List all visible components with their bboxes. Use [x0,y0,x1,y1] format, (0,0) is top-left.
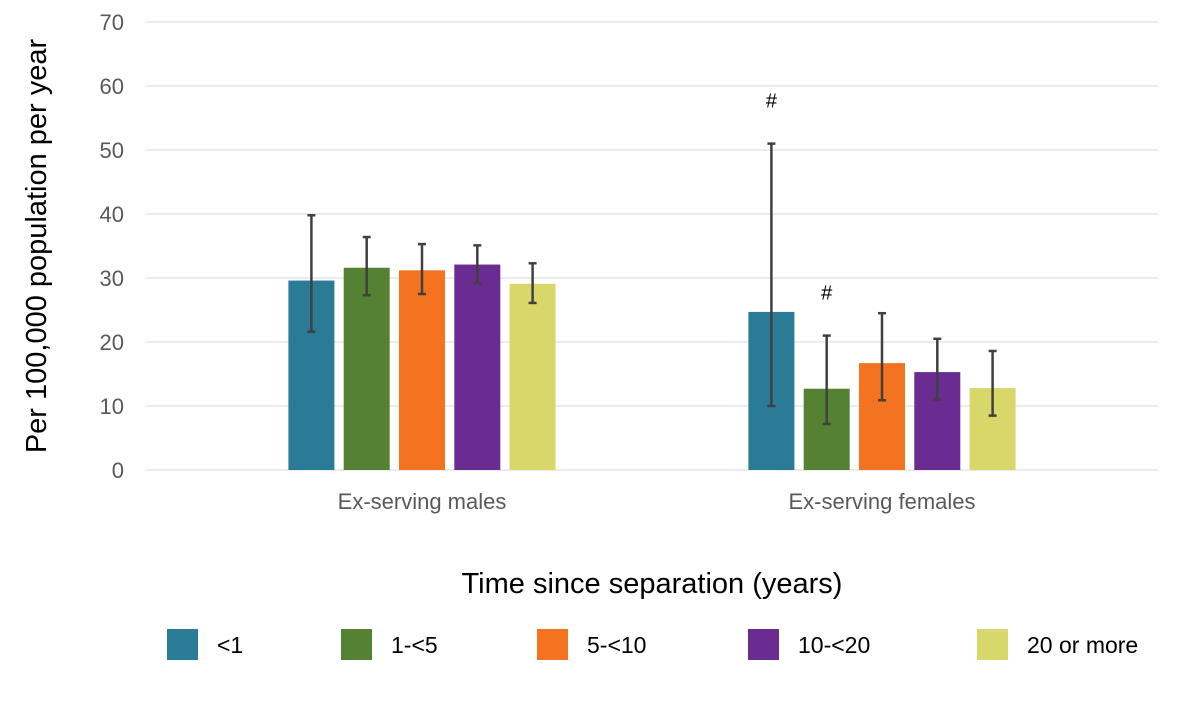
error-bar [767,142,776,408]
y-tick-label: 50 [100,138,124,163]
legend-item: 10-<20 [748,629,870,660]
legend-label: <1 [217,632,243,658]
legend-swatch [167,629,198,660]
legend-item: 5-<10 [537,629,646,660]
error-bar [528,262,537,305]
y-tick-label: 70 [100,10,124,35]
y-tick-label: 0 [112,458,124,483]
legend-item: 20 or more [977,629,1138,660]
legend-swatch [748,629,779,660]
error-bars [307,142,997,426]
error-bar [362,235,371,297]
legend-label: 10-<20 [798,632,870,658]
error-bar [822,334,831,426]
x-axis-title: Time since separation (years) [462,568,843,600]
error-bar [307,214,316,334]
bar [454,264,501,470]
annotation-hash: # [821,283,833,305]
annotation-hash: # [766,91,778,113]
legend-label: 20 or more [1027,632,1138,658]
y-tick-label: 30 [100,266,124,291]
error-bar [988,349,997,417]
y-axis-title: Per 100,000 population per year [21,38,53,453]
error-bar [878,311,886,402]
bars [288,264,1016,470]
y-tick-label: 60 [100,74,124,99]
legend-swatch [977,629,1008,660]
legend-item: 1-<5 [341,629,438,660]
error-bar [418,242,426,296]
x-category-label: Ex-serving females [788,489,975,514]
y-tick-label: 10 [100,394,124,419]
y-axis-ticks: 0 10 20 30 40 50 60 70 [100,10,124,483]
legend-label: 5-<10 [587,632,646,658]
y-tick-label: 20 [100,330,124,355]
legend: <1 1-<5 5-<10 10-<20 20 or more [167,629,1138,660]
bar [509,283,556,470]
legend-swatch [537,629,568,660]
x-category-label: Ex-serving males [338,489,507,514]
y-tick-label: 40 [100,202,124,227]
legend-item: <1 [167,629,243,660]
legend-label: 1-<5 [391,632,438,658]
legend-swatch [341,629,372,660]
error-bar [933,337,942,401]
x-axis-categories: Ex-serving males Ex-serving females [338,489,976,514]
error-bar [473,244,482,285]
annotations: ## [766,91,833,305]
bar [343,267,390,470]
bar [399,270,445,470]
